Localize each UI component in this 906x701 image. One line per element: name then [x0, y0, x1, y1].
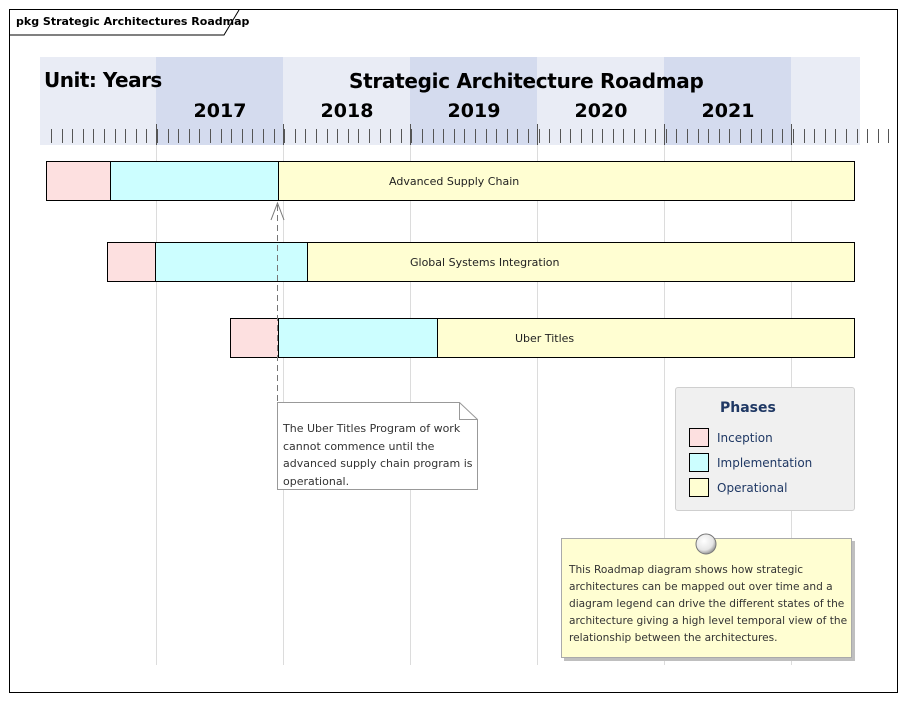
legend-label-implementation: Implementation	[717, 456, 813, 470]
legend-swatch-implementation	[689, 453, 709, 472]
year-label-2021: 2021	[701, 100, 755, 122]
legend-swatch-operational	[689, 478, 709, 497]
year-band-2017	[156, 57, 283, 145]
year-label-2019: 2019	[447, 100, 501, 122]
unit-label: Unit: Years	[44, 68, 162, 92]
phases-legend[interactable]: Phases Inception Implementation Operatio…	[675, 387, 855, 511]
phase-inception	[230, 318, 279, 358]
package-label[interactable]: pkg Strategic Architectures Roadmap	[16, 15, 250, 28]
description-note[interactable]: This Roadmap diagram shows how strategic…	[561, 538, 852, 658]
phase-operational	[307, 242, 855, 282]
roadmap-title: Strategic Architecture Roadmap	[349, 69, 704, 93]
pin-icon	[695, 533, 717, 555]
phase-operational	[437, 318, 855, 358]
package-tab	[10, 10, 240, 36]
year-label-2018: 2018	[320, 100, 374, 122]
package-frame: pkg Strategic Architectures Roadmap	[9, 9, 898, 693]
legend-swatch-inception	[689, 428, 709, 447]
phase-implementation	[278, 318, 438, 358]
legend-title: Phases	[720, 400, 776, 416]
dependency-note[interactable]	[277, 402, 478, 490]
phase-operational	[278, 161, 855, 201]
description-note-text: This Roadmap diagram shows how strategic…	[569, 564, 848, 644]
roadmap-bar-advanced-supply-chain[interactable]: Advanced Supply Chain	[46, 161, 855, 201]
bar-label: Advanced Supply Chain	[389, 175, 520, 188]
legend-label-operational: Operational	[717, 481, 788, 495]
roadmap-bar-uber-titles[interactable]: Uber Titles	[230, 318, 855, 358]
year-label-2017: 2017	[193, 100, 247, 122]
roadmap-header[interactable]: Unit: Years Strategic Architecture Roadm…	[40, 57, 860, 145]
year-band-2021	[664, 57, 791, 145]
year-label-2020: 2020	[574, 100, 628, 122]
dependency-note-text: The Uber Titles Program of work cannot c…	[283, 422, 473, 488]
phase-inception	[46, 161, 111, 201]
phase-implementation	[155, 242, 308, 282]
bar-label: Uber Titles	[515, 332, 575, 345]
bar-label: Global Systems Integration	[410, 256, 560, 269]
legend-label-inception: Inception	[717, 431, 773, 445]
phase-implementation	[110, 161, 279, 201]
year-band-2019	[410, 57, 537, 145]
roadmap-bar-global-systems-integration[interactable]: Global Systems Integration	[107, 242, 855, 282]
